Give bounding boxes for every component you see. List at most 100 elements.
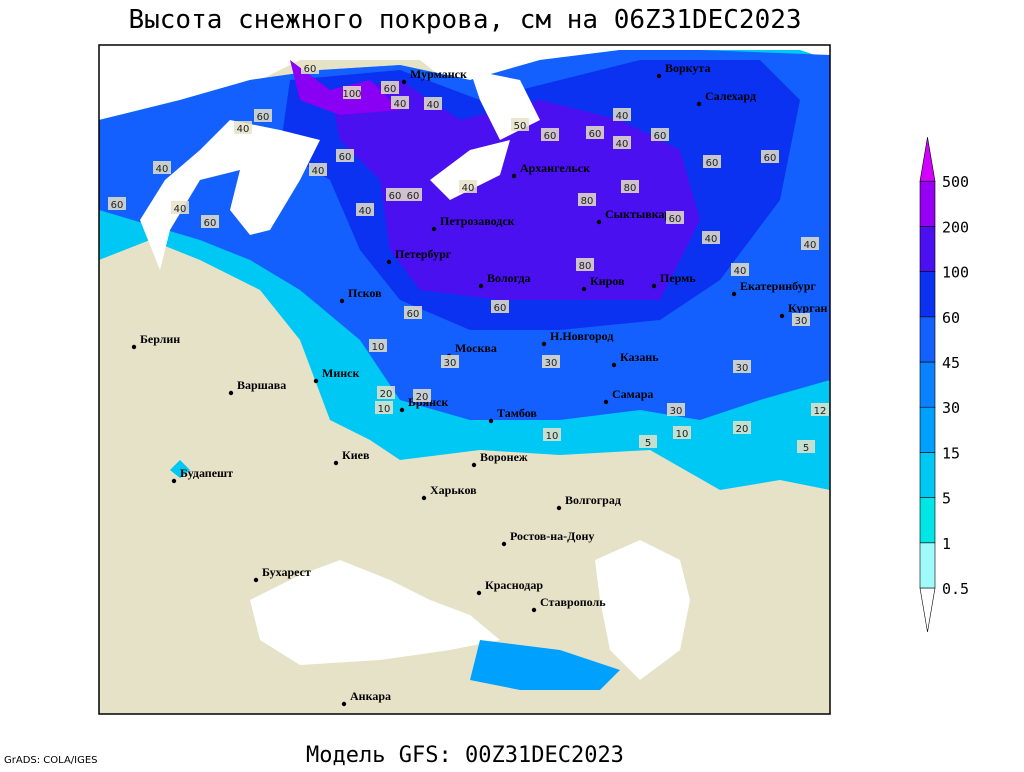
city-dot	[501, 541, 507, 547]
contour-label-box	[171, 201, 189, 214]
contour-label: 60	[494, 303, 507, 314]
city-dot	[651, 283, 657, 289]
contour-label: 60	[706, 158, 719, 169]
city-dot	[228, 390, 234, 396]
city-label: Псков	[348, 286, 382, 300]
contour-label-box	[108, 197, 126, 210]
city-label: Киров	[590, 274, 625, 288]
city-dot	[478, 283, 484, 289]
contour-label-box	[381, 81, 399, 94]
city-label: Волгоград	[565, 493, 621, 507]
contour-label: 10	[676, 429, 689, 440]
contour-label-box	[301, 61, 319, 74]
legend-box	[919, 180, 936, 227]
city-dot	[541, 341, 547, 347]
contour-label: 40	[156, 164, 169, 175]
city-label: Н.Новгород	[550, 329, 613, 343]
contour-label: 20	[736, 424, 749, 435]
legend-label: 30	[942, 399, 960, 417]
contour-label: 60	[304, 64, 317, 75]
contour-label-box	[702, 231, 720, 244]
contour-label: 60	[111, 200, 124, 211]
contour-label: 60	[257, 112, 270, 123]
city-dot	[581, 286, 587, 292]
contour-label: 60	[384, 84, 397, 95]
city-dot	[339, 298, 345, 304]
legend-box	[919, 316, 936, 363]
contour-label: 40	[804, 240, 817, 251]
city-dot	[731, 291, 737, 297]
legend-high-triangle	[919, 137, 936, 182]
contour-label-box	[491, 300, 509, 313]
credit: GrADS: COLA/IGES	[4, 755, 98, 766]
city-label: Петербург	[395, 247, 452, 261]
contour-label-box	[673, 426, 691, 439]
contour-label-box	[391, 96, 409, 109]
city-dot	[696, 101, 702, 107]
contour-label: 20	[380, 389, 393, 400]
city-label: Москва	[455, 341, 497, 355]
city-label: Курган	[788, 301, 828, 315]
contour-label: 40	[705, 234, 718, 245]
city-label: Киев	[342, 448, 370, 462]
contour-label: 30	[444, 358, 457, 369]
contour-label-box	[541, 128, 559, 141]
contour-label: 60	[544, 131, 557, 142]
city-label: Ростов-на-Дону	[510, 529, 594, 543]
city-label: Салехард	[705, 89, 756, 103]
contour-label: 40	[174, 204, 187, 215]
city-label: Самара	[612, 387, 653, 401]
legend-label: 5	[942, 490, 951, 508]
contour-label-box	[761, 150, 779, 163]
contour-label: 20	[416, 392, 429, 403]
city-dot	[171, 478, 177, 484]
contour-label-box	[459, 180, 477, 193]
contour-label-box	[375, 401, 393, 414]
contour-label: 60	[407, 191, 420, 202]
legend-label: 60	[942, 309, 960, 327]
contour-label: 80	[581, 196, 594, 207]
city-dot	[253, 577, 259, 583]
contour-label: 80	[624, 183, 637, 194]
city-label: Варшава	[237, 378, 286, 392]
city-label: Воркута	[665, 61, 710, 75]
legend-box	[919, 497, 936, 544]
city-label: Вологда	[487, 271, 531, 285]
contour-label-box	[621, 180, 639, 193]
contour-label: 10	[378, 404, 391, 415]
title: Высота снежного покрова, см на 06Z31DEC2…	[128, 5, 801, 35]
contour-label: 40	[462, 183, 475, 194]
contour-label-box	[511, 118, 529, 131]
contour-label-box	[613, 108, 631, 121]
city-dot	[131, 344, 137, 350]
legend-label: 15	[942, 444, 960, 462]
contour-label: 40	[427, 100, 440, 111]
legend-label: 1	[942, 535, 951, 553]
contour-label-box	[413, 389, 431, 402]
contour-label: 60	[589, 129, 602, 140]
city-dot	[488, 418, 494, 424]
city-label: Минск	[322, 366, 359, 380]
contour-label: 60	[389, 191, 402, 202]
contour-label-box	[703, 155, 721, 168]
contour-label-box	[792, 313, 810, 326]
contour-label-box	[613, 136, 631, 149]
city-label: Казань	[620, 350, 659, 364]
contour-label-box	[543, 428, 561, 441]
contour-label-box	[578, 193, 596, 206]
contour-label-box	[343, 86, 361, 99]
legend-box	[919, 226, 936, 272]
city-dot	[556, 505, 562, 511]
contour-label: 30	[670, 406, 683, 417]
contour-label: 40	[616, 139, 629, 150]
contour-label: 80	[579, 261, 592, 272]
contour-label-box	[356, 203, 374, 216]
legend-label: 100	[942, 264, 969, 282]
contour-label-box	[733, 360, 751, 373]
contour-label: 60	[407, 309, 420, 320]
contour-label-box	[667, 403, 685, 416]
city-dot	[313, 378, 319, 384]
contour-label-box	[639, 435, 657, 448]
city-dot	[611, 362, 617, 368]
contour-label: 100	[342, 89, 361, 100]
